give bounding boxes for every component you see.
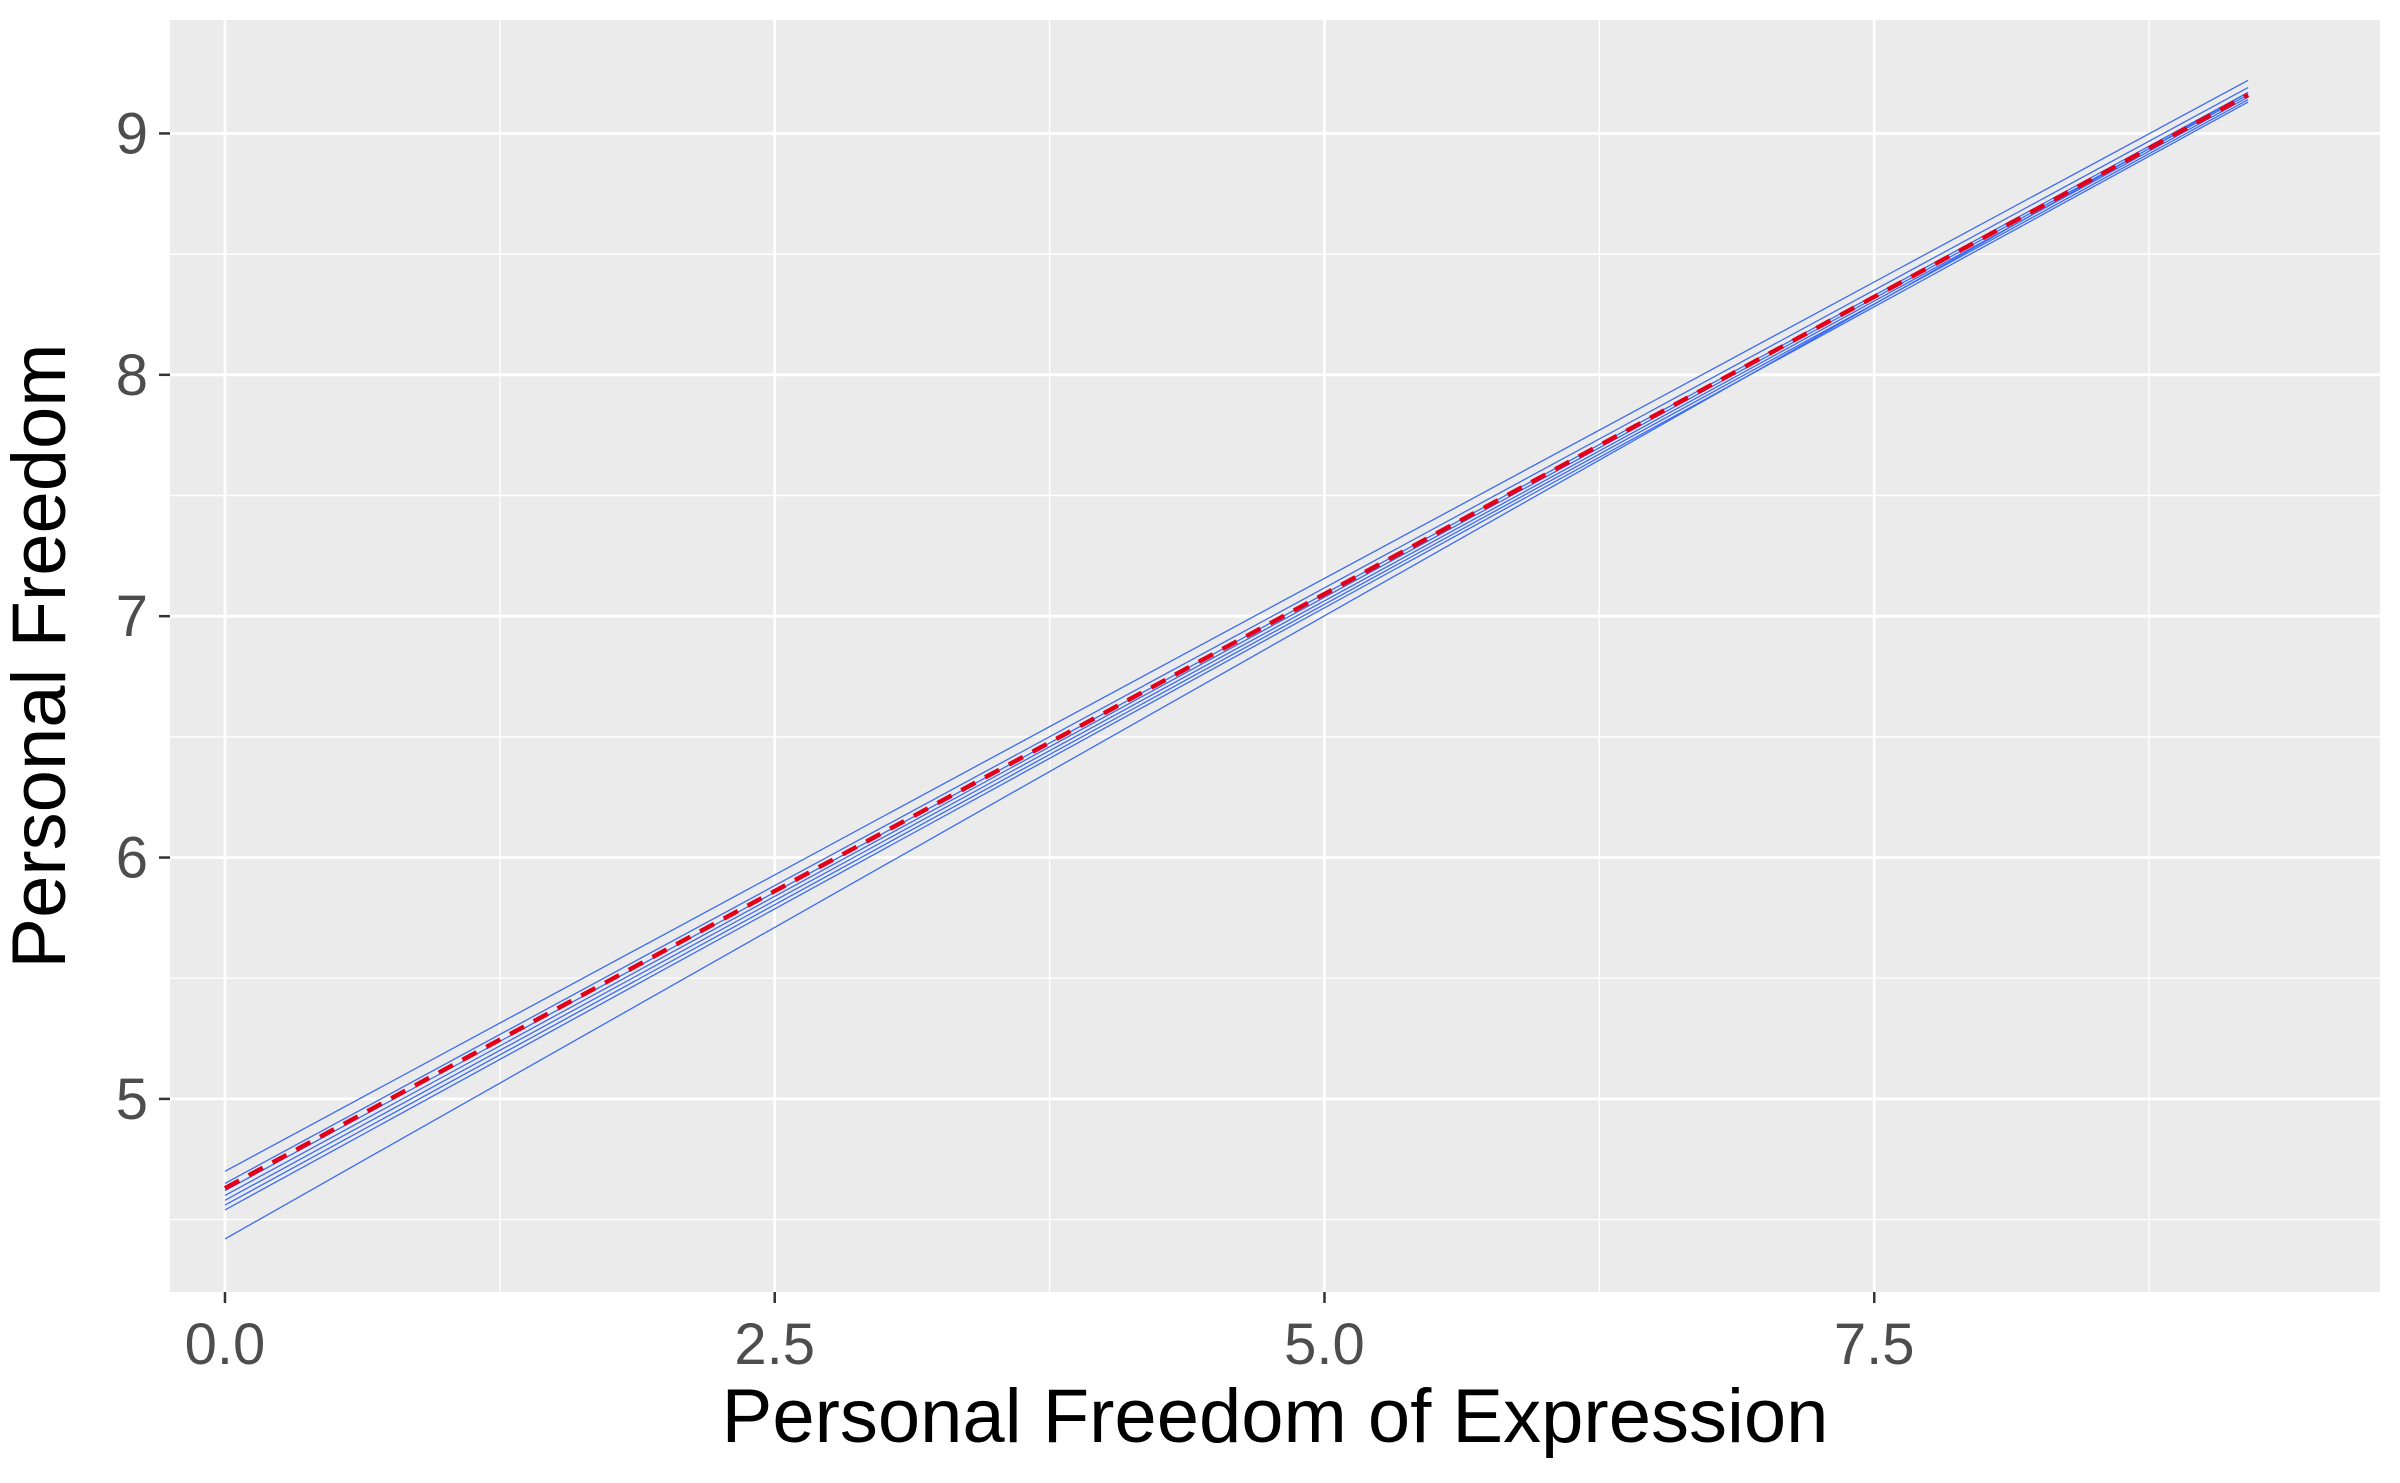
major-gridlines [170,20,2380,1292]
fit-line-2 [224,87,2249,1184]
x-tick-label: 7.5 [1834,1312,1915,1377]
x-tick-label: 0.0 [185,1312,266,1377]
y-tick-label: 5 [116,1067,148,1132]
fit-line-5 [224,96,2249,1201]
x-axis-ticks: 0.0 2.5 5.0 7.5 [185,1292,1915,1377]
x-tick-label: 5.0 [1284,1312,1365,1377]
fit-line-1 [224,79,2249,1172]
y-axis-ticks: 5 6 7 8 9 [116,101,170,1132]
x-axis-title: Personal Freedom of Expression [722,1374,1829,1459]
y-tick-label: 9 [116,101,148,166]
series-lines [223,79,2250,1240]
fit-line-7 [224,101,2249,1211]
y-tick-label: 8 [116,343,148,408]
fit-line-8 [224,91,2249,1240]
fit-line-4 [224,94,2249,1197]
minor-gridlines [170,20,2380,1292]
y-tick-label: 6 [116,826,148,891]
x-tick-label: 2.5 [734,1312,815,1377]
y-tick-label: 7 [116,584,148,649]
y-axis-title: Personal Freedom [0,343,82,968]
mean-fit-line [223,92,2250,1191]
